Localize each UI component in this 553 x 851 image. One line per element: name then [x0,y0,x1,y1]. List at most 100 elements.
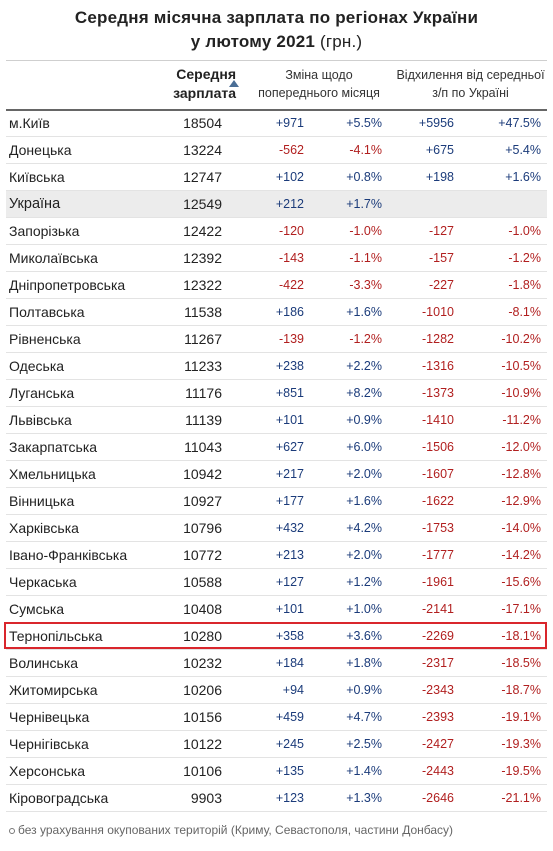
deviation-percent: -19.1% [501,710,541,724]
change-percent: +1.3% [346,791,382,805]
average-salary: 11176 [185,385,222,401]
region-name: Україна [9,196,61,212]
change-percent: +4.2% [346,521,382,535]
column-header-average-salary[interactable]: Середня зарплата [173,66,236,101]
table-row: Полтавська 11538 +186 +1.6% -1010 -8.1% [6,299,547,326]
region-name: Закарпатська [9,439,98,455]
deviation-percent: -1.8% [508,278,541,292]
deviation-percent: -18.1% [501,629,541,643]
change-absolute: +459 [275,710,304,724]
table-row: Луганська 11176 +851 +8.2% -1373 -10.9% [6,380,547,407]
change-percent: +1.8% [346,656,382,670]
deviation-absolute: -2427 [422,737,454,751]
table-row: Дніпропетровська 12322 -422 -3.3% -227 -1.8% [6,272,547,299]
deviation-percent: -19.5% [501,764,541,778]
table-row: Донецька 13224 -562 -4.1% +675 +5.4% [6,137,547,164]
table-row: Волинська 10232 +184 +1.8% -2317 -18.5% [6,650,547,677]
table-row: Івано-Франківська 10772 +213 +2.0% -1777 -14.… [6,542,547,569]
region-name: Черкаська [9,574,77,590]
average-salary: 11043 [184,439,222,455]
footnote-bullet-icon [9,828,15,834]
region-name: Івано-Франківська [9,547,128,563]
title-line-2: у лютому 2021 (грн.) [0,30,553,54]
deviation-absolute: -2393 [422,710,454,724]
deviation-absolute: -2646 [422,791,454,805]
change-absolute: +186 [275,305,304,319]
average-salary: 10772 [183,547,222,563]
change-absolute: +851 [275,386,304,400]
change-absolute: +217 [275,467,304,481]
deviation-percent: -8.1% [508,305,541,319]
change-percent: +4.7% [346,710,382,724]
region-name: Волинська [9,655,79,671]
region-name: Кіровоградська [9,790,109,806]
deviation-absolute: -1373 [422,386,454,400]
table-row: Львівська 11139 +101 +0.9% -1410 -11.2% [6,407,547,434]
change-absolute: +101 [275,602,304,616]
average-salary: 12549 [183,196,222,212]
deviation-percent: -12.0% [501,440,541,454]
title-line-1: Середня місячна зарплата по регіонах Укр… [74,8,479,27]
table-row: Рівненська 11267 -139 -1.2% -1282 -10.2% [6,326,547,353]
deviation-absolute: -1010 [422,305,454,319]
deviation-percent: +47.5% [498,116,541,130]
change-percent: +5.5% [346,116,382,130]
change-absolute: +135 [275,764,304,778]
average-salary: 9903 [190,790,222,806]
change-absolute: +238 [275,359,304,373]
change-percent: +0.9% [346,683,382,697]
deviation-absolute: -2141 [422,602,454,616]
chart-title: Середня місячна зарплата по регіонах Укр… [0,6,553,54]
deviation-percent: +1.6% [505,170,541,184]
region-name: Чернігівська [9,736,89,752]
change-percent: -3.3% [349,278,382,292]
change-absolute: -143 [278,251,304,265]
deviation-percent: -10.5% [501,359,541,373]
deviation-percent: -15.6% [501,575,541,589]
deviation-percent: -1.2% [508,251,541,265]
highlight-frame [4,622,547,649]
average-salary: 12747 [183,169,222,185]
deviation-percent: -18.5% [501,656,541,670]
change-absolute: +177 [275,494,304,508]
change-absolute: +971 [275,116,304,130]
deviation-absolute: -1607 [422,467,454,481]
deviation-percent: +5.4% [505,143,541,157]
deviation-absolute: -1777 [422,548,454,562]
deviation-percent: -1.0% [508,224,541,238]
average-salary: 10122 [183,736,222,752]
region-name: Сумська [9,601,65,617]
change-absolute: +102 [275,170,304,184]
table-row: Запорізька 12422 -120 -1.0% -127 -1.0% [6,218,547,245]
table-row: Одеська 11233 +238 +2.2% -1316 -10.5% [6,353,547,380]
region-name: Львівська [9,412,72,428]
average-salary: 18504 [183,115,222,131]
deviation-percent: -19.3% [501,737,541,751]
deviation-percent: -17.1% [501,602,541,616]
region-name: Миколаївська [9,250,98,266]
change-percent: +1.7% [346,197,382,211]
region-name: м.Київ [9,115,50,131]
average-salary: 10280 [183,628,222,644]
change-absolute: +94 [282,683,304,697]
change-percent: -1.0% [349,224,382,238]
region-name: Одеська [9,358,65,374]
column-header-monthly-change: Зміна щодо попереднього місяця [258,68,380,100]
change-absolute: -120 [278,224,304,238]
average-salary: 10408 [183,601,222,617]
change-percent: +2.2% [346,359,382,373]
table-row: Вінницька 10927 +177 +1.6% -1622 -12.9% [6,488,547,515]
average-salary: 10927 [183,493,222,509]
region-name: Харківська [9,520,79,536]
deviation-percent: -12.9% [501,494,541,508]
sort-ascending-icon[interactable] [229,80,239,87]
change-percent: +6.0% [346,440,382,454]
column-header-deviation: Відхилення від середньої з/п по Україні [396,68,545,100]
table-row: Миколаївська 12392 -143 -1.1% -157 -1.2% [6,245,547,272]
table-row: м.Київ 18504 +971 +5.5% +5956 +47.5% [6,110,547,137]
region-name: Полтавська [9,304,85,320]
deviation-percent: -14.2% [501,548,541,562]
change-percent: +1.6% [346,494,382,508]
deviation-percent: -21.1% [501,791,541,805]
average-salary: 12422 [183,223,222,239]
